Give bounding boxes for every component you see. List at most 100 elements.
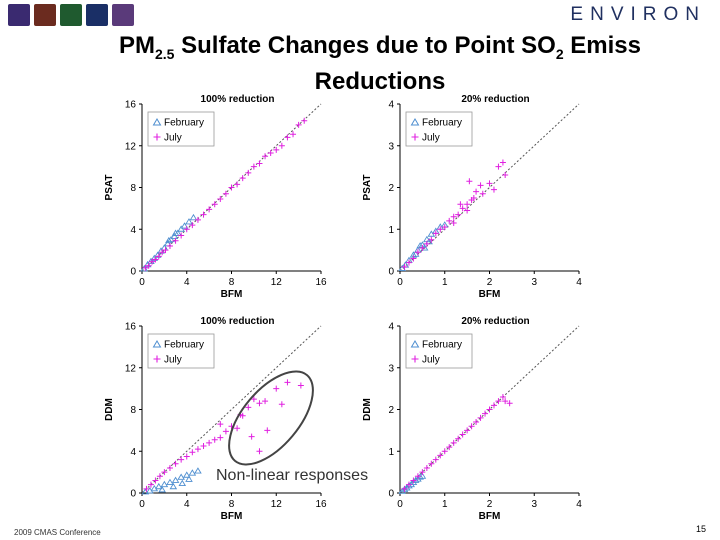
legend-box xyxy=(405,333,473,369)
july-point xyxy=(166,242,173,249)
x-tick-label: 2 xyxy=(487,499,493,510)
july-point xyxy=(490,186,497,193)
y-tick-label: 0 xyxy=(130,489,136,500)
july-point xyxy=(166,464,173,471)
july-point xyxy=(172,237,179,244)
x-tick-label: 4 xyxy=(184,277,190,288)
july-point xyxy=(262,398,269,405)
y-tick-label: 0 xyxy=(388,489,394,500)
chart-title: 20% reduction xyxy=(461,94,529,105)
july-point xyxy=(437,452,444,459)
y-tick-label: 16 xyxy=(125,322,137,333)
july-point xyxy=(428,460,435,467)
july-point xyxy=(401,485,408,492)
y-tick-label: 2 xyxy=(388,405,394,416)
february-point xyxy=(180,222,189,229)
nonlinear-annotation: Non-linear responses xyxy=(216,467,369,484)
legend-february-label: February xyxy=(422,340,462,351)
july-point xyxy=(234,181,241,188)
july-point xyxy=(228,184,235,191)
x-tick-label: 4 xyxy=(184,499,190,510)
x-axis-label: BFM xyxy=(479,289,501,300)
july-point xyxy=(290,131,297,138)
july-point xyxy=(502,171,509,178)
july-point xyxy=(200,211,207,218)
july-point xyxy=(273,146,280,153)
x-tick-label: 8 xyxy=(229,277,235,288)
x-tick-label: 0 xyxy=(139,499,145,510)
legend-february-marker xyxy=(152,118,162,126)
july-point xyxy=(486,406,493,413)
july-point xyxy=(441,224,448,231)
logo-tile-1 xyxy=(8,4,30,26)
y-tick-label: 3 xyxy=(388,141,394,152)
one-to-one-line xyxy=(141,325,322,494)
title-line-2: Reductions xyxy=(314,67,446,95)
legend-july-marker xyxy=(411,355,419,363)
july-point xyxy=(450,213,457,220)
x-tick-label: 1 xyxy=(442,277,448,288)
legend-july-marker xyxy=(153,133,161,141)
y-axis-label: DDM xyxy=(104,398,115,421)
february-point xyxy=(398,264,407,271)
july-point xyxy=(142,264,149,271)
legend-july-label: July xyxy=(422,133,440,144)
july-point xyxy=(441,448,448,455)
july-point xyxy=(217,195,224,202)
july-point xyxy=(464,201,471,208)
y-tick-label: 0 xyxy=(130,267,136,278)
legend-february-marker xyxy=(410,118,420,126)
july-point xyxy=(419,469,426,476)
february-point xyxy=(170,232,179,240)
logo-tile-4 xyxy=(86,4,108,26)
y-tick-label: 0 xyxy=(388,267,394,278)
july-point xyxy=(477,182,484,189)
brand-logo: ENVIRON xyxy=(570,4,706,25)
y-tick-label: 4 xyxy=(388,322,394,333)
july-point xyxy=(401,263,408,270)
legend-february-label: February xyxy=(422,118,462,129)
conference-label: 2009 CMAS Conference xyxy=(14,528,101,537)
july-point xyxy=(301,117,308,124)
july-point xyxy=(297,382,304,389)
july-point xyxy=(479,190,486,197)
july-point xyxy=(423,240,430,247)
july-point xyxy=(256,160,263,167)
february-point xyxy=(398,487,407,494)
february-point xyxy=(189,213,198,221)
july-point xyxy=(284,134,291,141)
one-to-one-line xyxy=(399,103,580,272)
chart-title: 100% reduction xyxy=(201,94,275,105)
february-point xyxy=(194,467,202,474)
july-point xyxy=(278,142,285,149)
legend-july-label: July xyxy=(164,355,182,366)
july-point xyxy=(502,398,509,405)
legend-july-marker xyxy=(153,355,161,363)
july-point xyxy=(206,206,213,213)
february-point xyxy=(171,229,180,236)
x-tick-label: 4 xyxy=(576,277,582,288)
x-tick-label: 16 xyxy=(315,277,327,288)
july-point xyxy=(437,226,444,233)
one-to-one-line xyxy=(399,325,580,494)
x-tick-label: 2 xyxy=(487,277,493,288)
july-point xyxy=(256,448,263,455)
july-point xyxy=(414,249,421,256)
july-point xyxy=(495,398,502,405)
july-point xyxy=(234,425,241,432)
slide-title: PM2.5 Sulfate Changes due to Point SO2 E… xyxy=(40,32,720,96)
july-point xyxy=(419,245,426,252)
july-point xyxy=(459,431,466,438)
july-point xyxy=(256,400,263,407)
july-point xyxy=(405,259,412,266)
july-point xyxy=(159,249,166,256)
july-point xyxy=(183,453,190,460)
july-point xyxy=(295,121,302,128)
july-point xyxy=(250,163,257,170)
july-point xyxy=(455,211,462,218)
july-point xyxy=(482,410,489,417)
july-point xyxy=(152,477,159,484)
july-point xyxy=(262,153,269,160)
x-tick-label: 1 xyxy=(442,499,448,510)
